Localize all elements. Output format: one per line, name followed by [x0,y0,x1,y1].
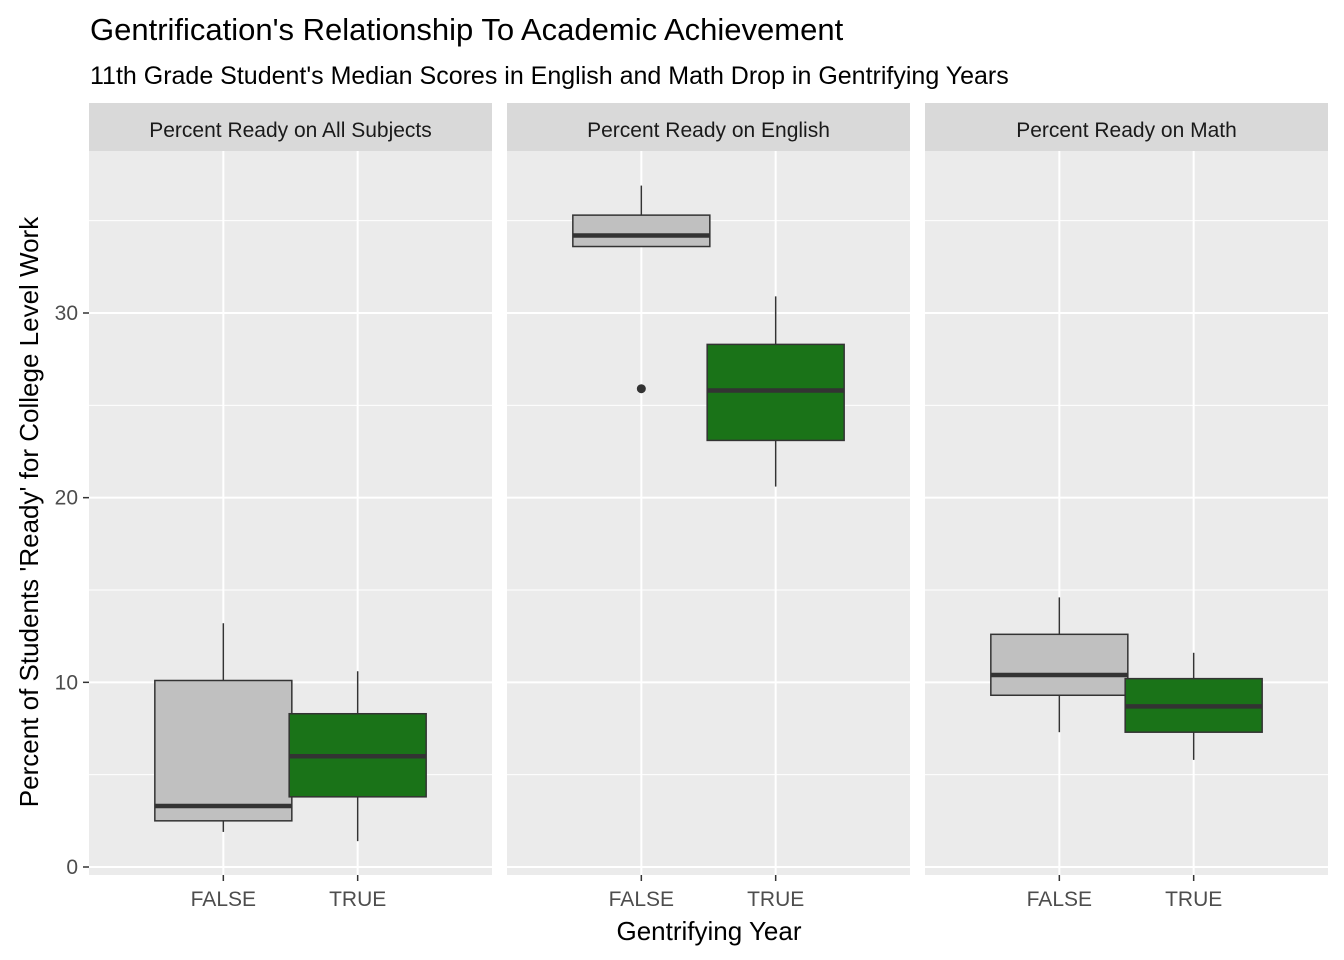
y-tick-label: 20 [55,487,78,510]
box [990,633,1129,697]
facet-strip [507,103,910,151]
panel-background [925,151,1328,875]
panel-background [507,151,910,875]
x-tick-label: TRUE [1165,888,1222,911]
facet-label: Percent Ready on English [587,119,830,142]
x-tick-label: TRUE [747,888,804,911]
facet-label: Percent Ready on All Subjects [149,119,432,142]
x-tick-label: FALSE [609,888,674,911]
x-tick-label: TRUE [329,888,386,911]
x-tick-label: FALSE [191,888,256,911]
x-tick-label: FALSE [1027,888,1092,911]
y-axis-title: Percent of Students 'Ready' for College … [14,216,44,807]
facet-panel: Percent Ready on All Subjects FALSE TRUE [89,103,492,911]
facet-label: Percent Ready on Math [1016,119,1237,142]
box [572,214,711,248]
y-axis: 0 10 20 30 [55,302,89,879]
outlier-point [636,384,646,394]
x-axis-title: Gentrifying Year [616,916,801,946]
box [154,679,293,822]
y-tick-label: 0 [66,856,78,879]
facet-panel: Percent Ready on Math FALSE TRUE [925,103,1328,911]
facet-strip [89,103,492,151]
chart-title: Gentrification's Relationship To Academi… [90,12,844,47]
facet-panel: Percent Ready on English FALSE TRUE [507,103,910,911]
y-tick-label: 10 [55,671,78,694]
y-tick-label: 30 [55,302,78,325]
facet-strip [925,103,1328,151]
chart-subtitle: 11th Grade Student's Median Scores in En… [90,62,1009,90]
